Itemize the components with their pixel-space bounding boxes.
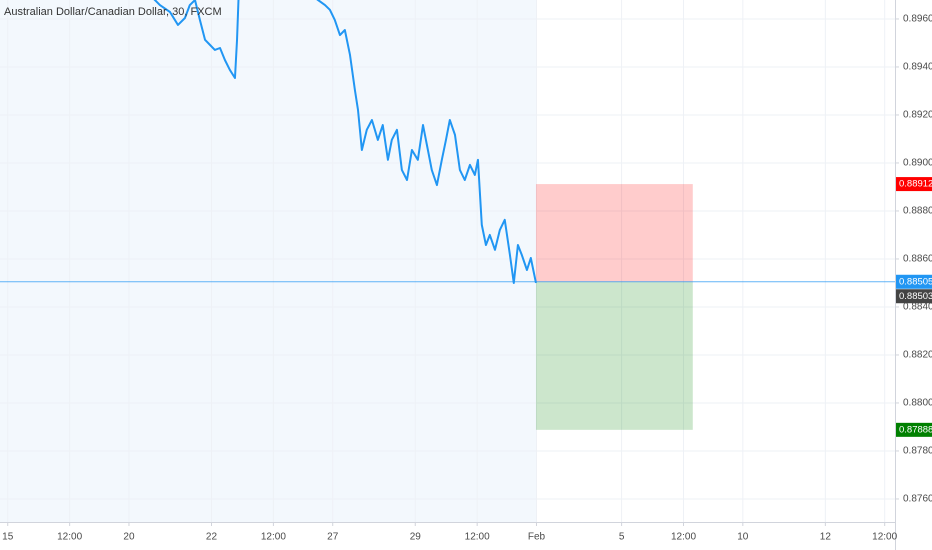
price-line <box>153 0 537 284</box>
grid <box>0 0 895 522</box>
x-tick-label: Feb <box>528 532 546 543</box>
y-tick-label: 0.89600 <box>903 14 932 25</box>
x-tick-label: 12:00 <box>57 532 82 543</box>
stop-zone <box>535 184 693 282</box>
chart-title: Australian Dollar/Canadian Dollar, 30, F… <box>4 6 222 18</box>
price-label-box <box>896 274 932 289</box>
x-tick-label: 12 <box>820 532 832 543</box>
price-label-box <box>896 289 932 304</box>
x-tick-label: 20 <box>123 532 135 543</box>
price-label-box <box>896 422 932 437</box>
x-tick-label: 12:00 <box>872 532 897 543</box>
price-label-box <box>896 177 932 192</box>
price-label: 0.87888 <box>899 424 932 435</box>
x-tick-label: 29 <box>410 532 422 543</box>
price-label: 0.88505 <box>899 276 932 287</box>
x-tick-label: 12:00 <box>465 532 490 543</box>
x-tick-label: 27 <box>327 532 339 543</box>
history-shade <box>0 0 536 522</box>
x-tick-label: 12:00 <box>671 532 696 543</box>
x-tick-label: 10 <box>737 532 749 543</box>
x-tick-label: 12:00 <box>261 532 286 543</box>
x-tick-label: 15 <box>2 532 14 543</box>
plot-area <box>0 0 895 430</box>
price-label: 0.88503 <box>899 291 932 302</box>
price-label: 0.88912 <box>899 179 932 190</box>
target-zone <box>535 281 693 430</box>
x-tick-label: 5 <box>619 532 625 543</box>
x-tick-label: 22 <box>206 532 218 543</box>
